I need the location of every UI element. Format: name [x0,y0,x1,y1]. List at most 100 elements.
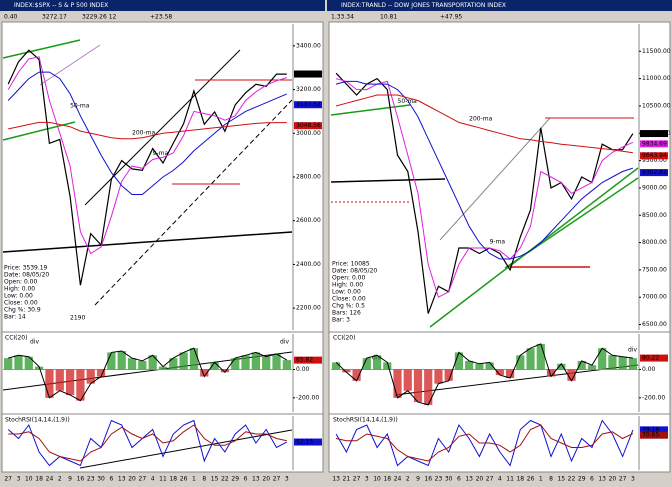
toolbar-field: 3229.26 12 [82,14,117,21]
cci-bar [107,352,116,370]
cci-bar [587,365,597,370]
x-tick-label: 18 [35,476,43,483]
last-value-label: 9994.81 [642,130,667,137]
last-value-label: 70.65 [642,432,659,439]
x-tick-label: 20 [609,476,617,483]
x-tick-label: 30 [445,476,453,483]
toolbar-field: +23.58 [150,14,172,21]
x-tick-label: 1 [192,476,196,483]
y-tick-label: 0.00 [642,366,656,373]
cci-bar [4,358,13,370]
x-tick-label: 13 [465,476,473,483]
info-line: Bar: 14 [4,314,26,321]
trendline [94,99,293,306]
cci-bar [362,358,371,370]
cci-bar [475,363,484,370]
x-tick-label: 13 [332,476,340,483]
last-value-label: 9643.94 [642,152,667,159]
cci-bar [444,369,453,381]
trendline [439,117,551,241]
series-line [7,49,287,286]
cci-bar [282,360,291,370]
toolbar-field: 10.81 [380,14,397,21]
cci-bar [536,343,545,370]
trendline [330,104,411,116]
x-tick-label: 3 [17,476,21,483]
x-tick-label: 11 [159,476,167,483]
trendline [79,429,293,469]
x-tick-label: 20 [476,476,484,483]
title-bar [327,0,672,11]
y-tick-label: 3000.00 [296,130,321,137]
info-line: High: 0.00 [332,282,363,289]
x-tick-label: 27 [4,476,12,483]
x-tick-label: 21 [343,476,351,483]
x-tick-label: 18 [516,476,524,483]
x-tick-label: 8 [549,476,553,483]
cci-bar [393,369,402,398]
last-value-box [294,438,322,446]
cci-bar [628,358,637,370]
x-tick-label: 26 [180,476,188,483]
y-tick-label: 9500.00 [642,157,667,164]
x-tick-label: 24 [394,476,402,483]
x-tick-label: 29 [578,476,586,483]
y-tick-label: 8500.00 [642,212,667,219]
x-tick-label: 20 [128,476,136,483]
last-value-label: 9834.69 [642,140,667,147]
x-tick-label: 8 [202,476,206,483]
x-tick-label: 4 [498,476,502,483]
x-tick-label: 1 [539,476,543,483]
cci-bar [200,369,209,377]
x-tick-label: 27 [273,476,281,483]
info-line: Chg %: 0.5 [332,303,365,310]
x-tick-label: 22 [568,476,576,483]
series-line [335,80,634,260]
x-tick-label: 18 [169,476,177,483]
y-tick-label: 7000.00 [642,294,667,301]
cci-bar [352,369,361,381]
cci-bar [577,360,586,370]
cci-bar [127,358,137,370]
series-label: 50-ma [398,98,418,105]
x-tick-label: 6 [457,476,461,483]
series-line [7,419,288,467]
panel-title: StochRSI(14,14,(1,9)) [333,417,398,424]
x-tick-label: 6 [590,476,594,483]
toolbar-field: 0.40 [4,14,18,21]
info-line: Bar: 3 [332,317,350,324]
y-tick-label: 0.00 [296,366,310,373]
x-tick-label: 6 [244,476,248,483]
toolbar-field: 3272.17 [42,14,67,21]
trendline [39,44,101,86]
cci-bar [45,369,54,398]
cci-bar [372,355,382,370]
x-tick-label: 3 [631,476,635,483]
series-line [8,347,288,402]
cci-bar [383,362,392,370]
x-tick-label: 27 [486,476,494,483]
series-line [335,419,634,467]
y-tick-label: 8000.00 [642,239,667,246]
last-value-box [294,101,322,109]
last-value-box [640,354,668,362]
cci-bar [272,353,281,370]
info-line: Price: 10085 [332,261,370,268]
toolbar-field: +47.95 [440,14,462,21]
info-line: Low: 0.00 [4,293,33,300]
cci-bar [567,369,576,381]
annotation: div [628,347,637,354]
cci-bar [251,352,261,370]
cci-bar [598,348,607,370]
x-tick-label: 30 [97,476,105,483]
cci-bar [210,362,219,370]
x-tick-label: 13 [118,476,126,483]
last-value-box [640,140,668,148]
cci-bar [76,369,85,401]
last-value-label: 3048.56 [296,122,321,129]
trendline [2,39,81,59]
info-line: Close: 0.00 [332,296,366,303]
cci-bar [465,360,474,370]
last-value-label: 79.18 [642,426,659,433]
cci-bar [557,363,566,370]
